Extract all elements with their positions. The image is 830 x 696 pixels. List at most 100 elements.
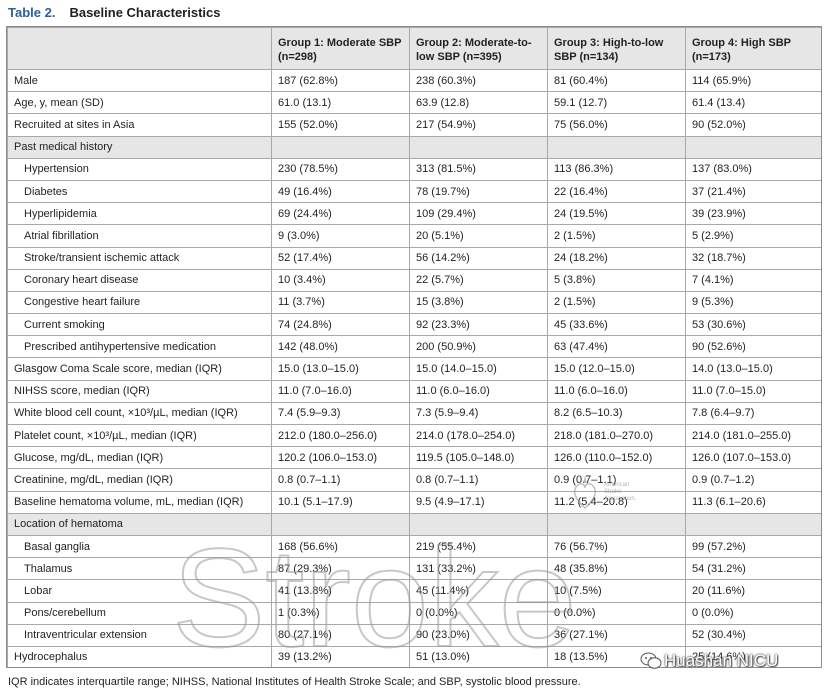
cell-group-1: 39 (13.2%) <box>271 645 410 667</box>
table-row: Glucose, mg/dL, median (IQR) 120.2 (106.0… <box>7 446 821 470</box>
cell-group-3: 36 (27.1%) <box>547 623 686 647</box>
table-row: Age, y, mean (SD) 61.0 (13.1) 63.9 (12.8) 5… <box>7 91 821 115</box>
table-row: NIHSS score, median (IQR) 11.0 (7.0–16.0)… <box>7 379 821 403</box>
cell-group-3: 11.0 (6.0–16.0) <box>547 379 686 403</box>
table-row: Atrial fibrillation 9 (3.0%) 20 (5.1%) 2 (1… <box>7 224 821 248</box>
cell-group-4: 39 (23.9%) <box>685 202 821 226</box>
cell-group-1 <box>271 135 410 159</box>
cell-group-3: 126.0 (110.0–152.0) <box>547 446 686 470</box>
table-row: Glasgow Coma Scale score, median (IQR) 15… <box>7 357 821 381</box>
cell-group-2: 15 (3.8%) <box>409 290 548 315</box>
table-row: Stroke/transient ischemic attack 52 (17.4… <box>7 246 821 270</box>
table-row: Pons/cerebellum 1 (0.3%) 0 (0.0%) 0 (0.0%) 0… <box>7 601 821 625</box>
cell-group-4 <box>685 512 821 536</box>
cell-group-4: 54 (31.2%) <box>685 557 821 581</box>
cell-group-4: 14.0 (13.0–15.0) <box>685 357 821 381</box>
cell-group-2: 92 (23.3%) <box>409 313 548 337</box>
cell-group-1: 74 (24.8%) <box>271 313 410 337</box>
row-label: White blood cell count, ×10³/µL, median … <box>7 401 272 426</box>
cell-group-3: 2 (1.5%) <box>547 290 686 315</box>
cell-group-2 <box>409 135 548 159</box>
cell-group-2: 0.8 (0.7–1.1) <box>409 468 548 492</box>
cell-group-4: 11.3 (6.1–20.6) <box>685 490 821 514</box>
table-section-row: Location of hematoma <box>7 512 821 536</box>
cell-group-4: 137 (83.0%) <box>685 157 821 181</box>
cell-group-4: 25 (14.6%) <box>685 645 821 667</box>
cell-group-2 <box>409 512 548 536</box>
header-cell-group-2: Group 2: Moderate-to-low SBP (n=395) <box>409 27 548 70</box>
cell-group-1: 10.1 (5.1–17.9) <box>271 490 410 514</box>
row-label: Current smoking <box>7 313 272 337</box>
cell-group-3: 5 (3.8%) <box>547 268 686 292</box>
table-row: Platelet count, ×10³/µL, median (IQR) 212… <box>7 423 821 448</box>
row-label: Atrial fibrillation <box>7 224 272 248</box>
header-cell-label <box>7 27 272 70</box>
cell-group-1: 168 (56.6%) <box>271 534 410 559</box>
table-row: Coronary heart disease 10 (3.4%) 22 (5.7%)… <box>7 268 821 292</box>
row-label: Recruited at sites in Asia <box>7 113 272 137</box>
cell-group-2: 51 (13.0%) <box>409 645 548 667</box>
cell-group-4: 52 (30.4%) <box>685 623 821 647</box>
cell-group-4: 9 (5.3%) <box>685 290 821 315</box>
cell-group-1: 11 (3.7%) <box>271 290 410 315</box>
table-number: Table 2. <box>8 5 56 20</box>
cell-group-1: 52 (17.4%) <box>271 246 410 270</box>
cell-group-4: 90 (52.6%) <box>685 335 821 359</box>
table-row: Hydrocephalus 39 (13.2%) 51 (13.0%) 18 (13.… <box>7 645 821 667</box>
row-label: Coronary heart disease <box>7 268 272 292</box>
cell-group-3: 45 (33.6%) <box>547 313 686 337</box>
header-cell-group-3: Group 3: High-to-low SBP (n=134) <box>547 27 686 70</box>
cell-group-4: 5 (2.9%) <box>685 224 821 248</box>
cell-group-4: 99 (57.2%) <box>685 534 821 559</box>
row-label: Platelet count, ×10³/µL, median (IQR) <box>7 423 272 448</box>
table-row: White blood cell count, ×10³/µL, median … <box>7 401 821 426</box>
table-row: Basal ganglia 168 (56.6%) 219 (55.4%) 76 (5… <box>7 534 821 559</box>
row-label: Lobar <box>7 579 272 603</box>
cell-group-2: 11.0 (6.0–16.0) <box>409 379 548 403</box>
table-row: Lobar 41 (13.8%) 45 (11.4%) 10 (7.5%) 20 (11… <box>7 579 821 603</box>
section-label: Location of hematoma <box>7 512 272 536</box>
cell-group-2: 109 (29.4%) <box>409 202 548 226</box>
row-label: Prescribed antihypertensive medication <box>7 335 272 359</box>
cell-group-4: 0.9 (0.7–1.2) <box>685 468 821 492</box>
cell-group-3: 48 (35.8%) <box>547 557 686 581</box>
table-row: Thalamus 87 (29.3%) 131 (33.2%) 48 (35.8%) 5… <box>7 557 821 581</box>
cell-group-1: 120.2 (106.0–153.0) <box>271 446 410 470</box>
row-label: Hyperlipidemia <box>7 202 272 226</box>
table-section-row: Past medical history <box>7 135 821 159</box>
cell-group-1: 69 (24.4%) <box>271 202 410 226</box>
cell-group-2: 313 (81.5%) <box>409 157 548 181</box>
cell-group-4: 20 (11.6%) <box>685 579 821 603</box>
cell-group-4: 7 (4.1%) <box>685 268 821 292</box>
row-label: Hydrocephalus <box>7 645 272 667</box>
table-row: Current smoking 74 (24.8%) 92 (23.3%) 45 (3… <box>7 313 821 337</box>
table-footnote: IQR indicates interquartile range; NIHSS… <box>8 676 581 688</box>
cell-group-2: 15.0 (14.0–15.0) <box>409 357 548 381</box>
cell-group-4: 61.4 (13.4) <box>685 91 821 115</box>
cell-group-4: 214.0 (181.0–255.0) <box>685 423 821 448</box>
table-title: Baseline Characteristics <box>69 5 221 20</box>
cell-group-3 <box>547 135 686 159</box>
table-row: Hypertension 230 (78.5%) 313 (81.5%) 113 (8… <box>7 157 821 181</box>
cell-group-1: 142 (48.0%) <box>271 335 410 359</box>
cell-group-2: 217 (54.9%) <box>409 113 548 137</box>
cell-group-2: 7.3 (5.9–9.4) <box>409 401 548 426</box>
cell-group-1: 11.0 (7.0–16.0) <box>271 379 410 403</box>
cell-group-2: 20 (5.1%) <box>409 224 548 248</box>
cell-group-1: 230 (78.5%) <box>271 157 410 181</box>
cell-group-2: 219 (55.4%) <box>409 534 548 559</box>
cell-group-3: 0.9 (0.7–1.1) <box>547 468 686 492</box>
cell-group-1: 61.0 (13.1) <box>271 91 410 115</box>
section-label: Past medical history <box>7 135 272 159</box>
cell-group-3: 11.2 (5.4–20.8) <box>547 490 686 514</box>
cell-group-2: 214.0 (178.0–254.0) <box>409 423 548 448</box>
row-label: NIHSS score, median (IQR) <box>7 379 272 403</box>
cell-group-3: 8.2 (6.5–10.3) <box>547 401 686 426</box>
row-label: Age, y, mean (SD) <box>7 91 272 115</box>
cell-group-3: 18 (13.5%) <box>547 645 686 667</box>
cell-group-2: 22 (5.7%) <box>409 268 548 292</box>
cell-group-1: 1 (0.3%) <box>271 601 410 625</box>
cell-group-4 <box>685 135 821 159</box>
row-label: Glasgow Coma Scale score, median (IQR) <box>7 357 272 381</box>
cell-group-2: 45 (11.4%) <box>409 579 548 603</box>
